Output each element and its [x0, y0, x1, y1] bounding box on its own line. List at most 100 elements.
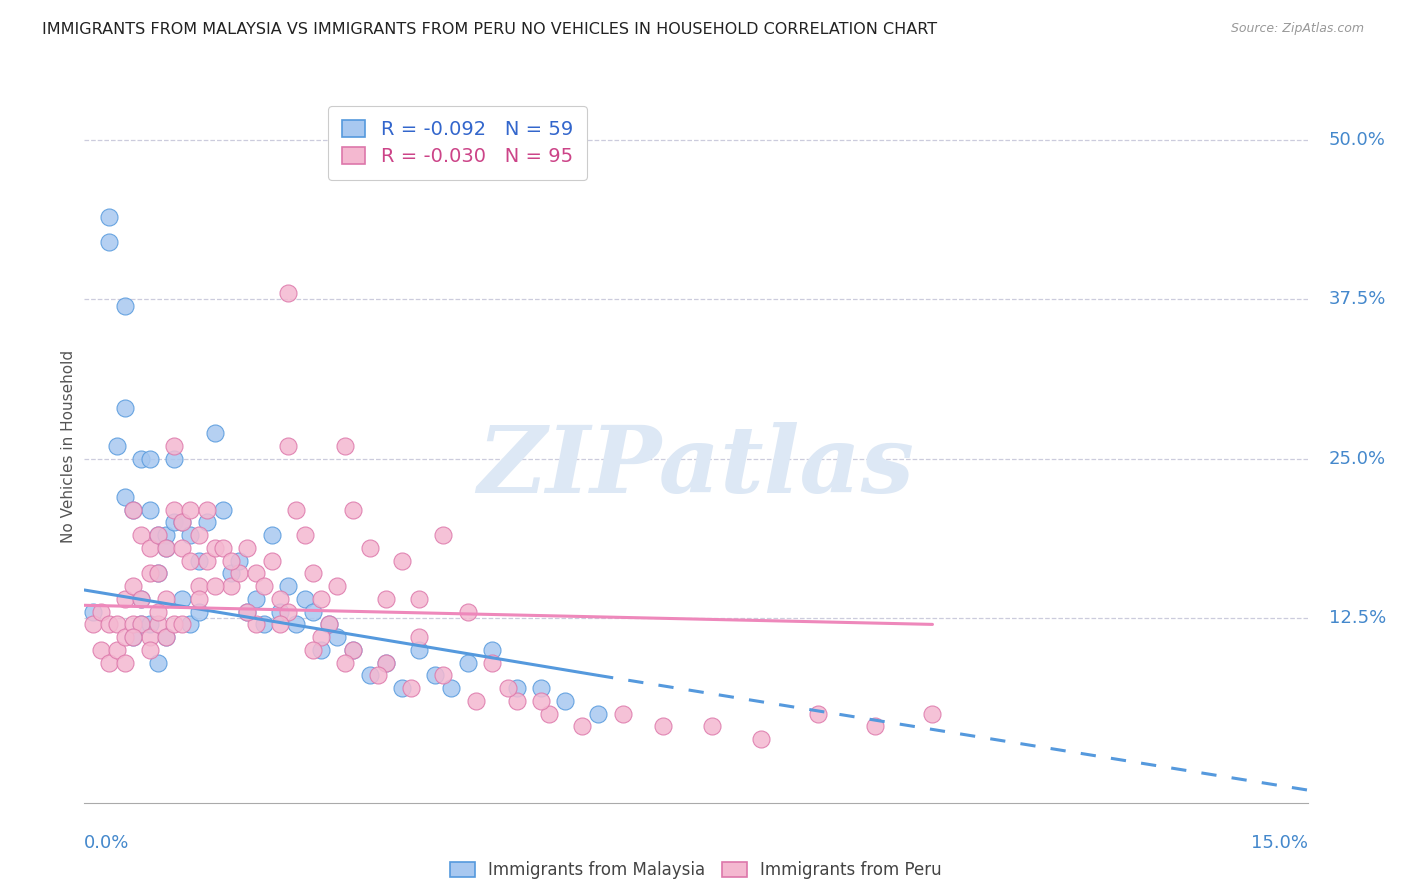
Point	[481, 643, 503, 657]
Point	[359, 668, 381, 682]
Point	[146, 566, 169, 581]
Point	[269, 591, 291, 606]
Point	[138, 541, 160, 555]
Point	[375, 591, 398, 606]
Point	[326, 579, 349, 593]
Point	[277, 439, 299, 453]
Point	[179, 528, 201, 542]
Point	[114, 401, 136, 415]
Point	[219, 579, 242, 593]
Text: 37.5%: 37.5%	[1329, 291, 1386, 309]
Point	[652, 719, 675, 733]
Point	[554, 694, 576, 708]
Point	[97, 617, 120, 632]
Point	[309, 630, 332, 644]
Point	[538, 706, 561, 721]
Point	[195, 554, 218, 568]
Point	[131, 617, 153, 632]
Point	[138, 630, 160, 644]
Point	[530, 694, 553, 708]
Point	[269, 617, 291, 632]
Point	[423, 668, 446, 682]
Point	[399, 681, 422, 695]
Text: ZIPatlas: ZIPatlas	[478, 423, 914, 512]
Point	[138, 451, 160, 466]
Point	[82, 605, 104, 619]
Point	[228, 566, 250, 581]
Point	[921, 706, 943, 721]
Point	[155, 591, 177, 606]
Point	[277, 286, 299, 301]
Point	[97, 210, 120, 224]
Point	[122, 579, 145, 593]
Point	[359, 541, 381, 555]
Point	[179, 502, 201, 516]
Point	[179, 554, 201, 568]
Point	[195, 502, 218, 516]
Point	[245, 591, 267, 606]
Point	[146, 566, 169, 581]
Point	[253, 617, 276, 632]
Point	[138, 502, 160, 516]
Point	[155, 630, 177, 644]
Point	[204, 579, 226, 593]
Point	[294, 591, 316, 606]
Point	[285, 617, 308, 632]
Point	[342, 502, 364, 516]
Point	[179, 617, 201, 632]
Point	[586, 706, 609, 721]
Point	[391, 554, 413, 568]
Point	[457, 605, 479, 619]
Point	[245, 617, 267, 632]
Point	[481, 656, 503, 670]
Point	[146, 528, 169, 542]
Point	[163, 451, 186, 466]
Point	[114, 656, 136, 670]
Point	[146, 656, 169, 670]
Text: Source: ZipAtlas.com: Source: ZipAtlas.com	[1230, 22, 1364, 36]
Point	[498, 681, 520, 695]
Point	[571, 719, 593, 733]
Point	[807, 706, 830, 721]
Point	[146, 605, 169, 619]
Point	[464, 694, 486, 708]
Point	[277, 579, 299, 593]
Point	[204, 541, 226, 555]
Point	[131, 591, 153, 606]
Point	[219, 554, 242, 568]
Point	[122, 630, 145, 644]
Y-axis label: No Vehicles in Household: No Vehicles in Household	[60, 350, 76, 542]
Point	[97, 235, 120, 249]
Point	[294, 528, 316, 542]
Point	[301, 566, 323, 581]
Text: 12.5%: 12.5%	[1329, 609, 1386, 627]
Point	[90, 643, 112, 657]
Point	[212, 502, 235, 516]
Point	[155, 541, 177, 555]
Point	[326, 630, 349, 644]
Point	[114, 490, 136, 504]
Point	[82, 617, 104, 632]
Point	[172, 516, 194, 530]
Point	[301, 643, 323, 657]
Text: 50.0%: 50.0%	[1329, 131, 1385, 149]
Point	[187, 605, 209, 619]
Point	[138, 617, 160, 632]
Point	[212, 541, 235, 555]
Point	[391, 681, 413, 695]
Point	[309, 643, 332, 657]
Point	[114, 591, 136, 606]
Point	[749, 732, 772, 747]
Point	[375, 656, 398, 670]
Point	[97, 656, 120, 670]
Point	[309, 591, 332, 606]
Point	[122, 617, 145, 632]
Text: 0.0%: 0.0%	[84, 834, 129, 852]
Point	[131, 591, 153, 606]
Point	[163, 439, 186, 453]
Point	[253, 579, 276, 593]
Point	[342, 643, 364, 657]
Point	[865, 719, 887, 733]
Point	[114, 299, 136, 313]
Point	[187, 528, 209, 542]
